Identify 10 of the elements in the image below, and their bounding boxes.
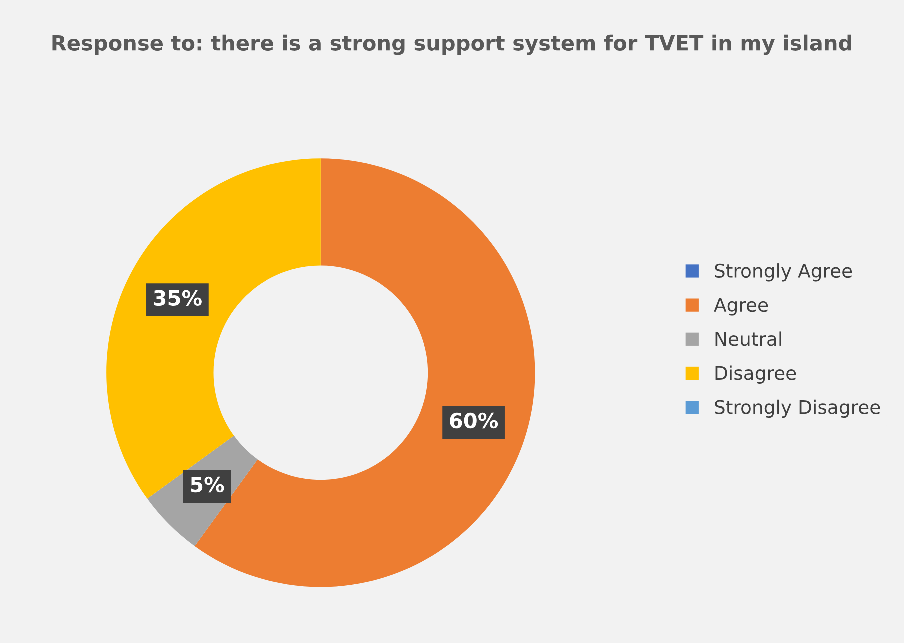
chart-title: Response to: there is a strong support system for TVET in my island: [52, 34, 852, 56]
data-label: 60%: [450, 412, 498, 429]
legend-label: Neutral: [716, 332, 782, 346]
legend-label: Agree: [714, 298, 768, 316]
data-label: 35%: [154, 290, 202, 306]
legend-label: Strongly Disagree: [715, 400, 880, 418]
legend-label: Disagree: [716, 366, 796, 384]
data-label: 5%: [191, 476, 224, 493]
donut-slice: [106, 158, 321, 499]
legend-label: Strongly Agree: [715, 264, 852, 282]
